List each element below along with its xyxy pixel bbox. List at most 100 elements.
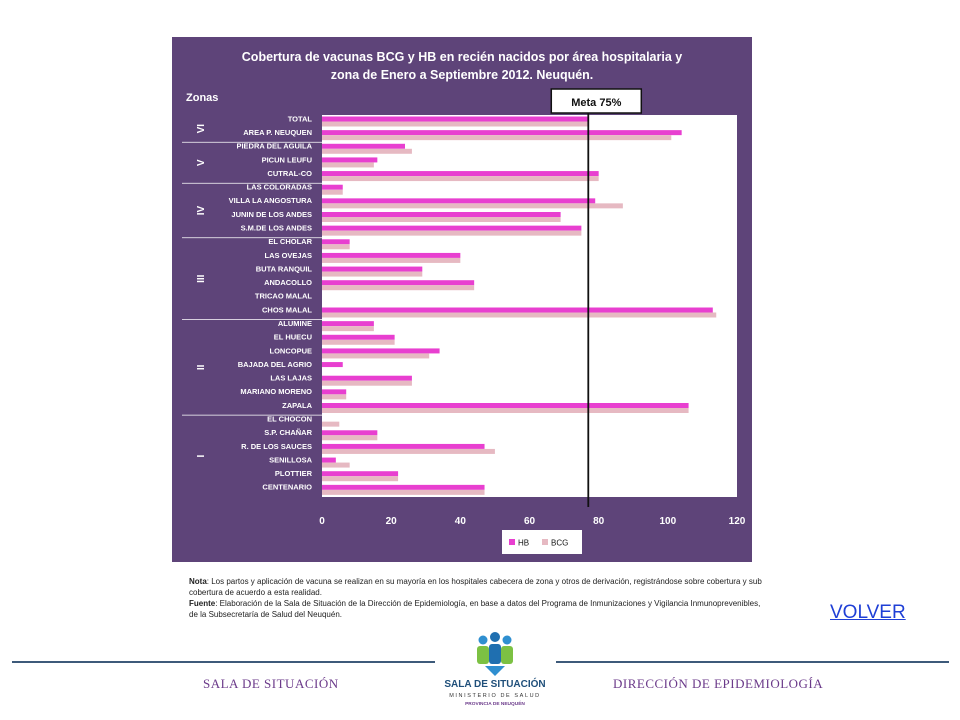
category-label: S.P. CHAÑAR <box>264 428 312 437</box>
bar-bcg-19 <box>322 380 412 386</box>
meta-label: Meta 75% <box>571 97 621 109</box>
bar-hb-19 <box>322 375 412 381</box>
category-label: AREA P. NEUQUEN <box>243 128 312 137</box>
category-label: TOTAL <box>288 114 313 123</box>
bar-bcg-10 <box>322 257 461 263</box>
x-tick-label: 80 <box>593 516 605 527</box>
bar-hb-23 <box>322 430 378 436</box>
x-tick-label: 100 <box>659 516 676 527</box>
x-tick-label: 0 <box>319 516 325 527</box>
bar-hb-25 <box>322 457 336 463</box>
bar-hb-24 <box>322 443 485 449</box>
category-label: LAS LAJAS <box>270 374 312 383</box>
bar-bcg-27 <box>322 489 485 495</box>
bar-bcg-1 <box>322 135 672 141</box>
category-label: R. DE LOS SAUCES <box>241 442 312 451</box>
bar-bcg-7 <box>322 217 561 222</box>
logo-subtitle: MINISTERIO DE SALUD <box>449 693 541 699</box>
bar-bcg-26 <box>322 476 399 482</box>
category-label: MARIANO MORENO <box>240 387 312 396</box>
bar-bcg-4 <box>322 176 599 182</box>
zone-label-V: V <box>196 159 207 166</box>
bar-bcg-5 <box>322 189 343 195</box>
x-tick-label: 40 <box>455 516 467 527</box>
bar-hb-15 <box>322 321 374 327</box>
bar-bcg-17 <box>322 353 430 359</box>
bar-hb-0 <box>322 116 589 122</box>
bar-bcg-16 <box>322 339 395 345</box>
category-label: ZAPALA <box>282 401 312 410</box>
bar-hb-17 <box>322 348 440 354</box>
nota-text: : Los partos y aplicación de vacuna se r… <box>189 577 762 597</box>
category-label: LAS COLORADAS <box>247 183 312 192</box>
bar-bcg-3 <box>322 162 374 168</box>
footer-divider-right <box>556 661 949 663</box>
x-tick-label: 20 <box>386 516 398 527</box>
bar-bcg-14 <box>322 312 717 318</box>
footer-sala-situacion: SALA DE SITUACIÓN <box>203 676 339 691</box>
bar-bcg-0 <box>322 121 589 127</box>
bar-hb-11 <box>322 266 423 272</box>
category-label: CENTENARIO <box>262 483 312 492</box>
category-label: BUTA RANQUIL <box>256 264 313 273</box>
bar-bcg-9 <box>322 244 350 250</box>
zone-label-I: I <box>196 454 207 457</box>
bar-hb-16 <box>322 334 395 340</box>
category-label: VILLA LA ANGOSTURA <box>229 196 313 205</box>
category-label: LAS OVEJAS <box>264 251 312 260</box>
bar-hb-4 <box>322 171 599 177</box>
logo-graphic: SALA DE SITUACIÓN MINISTERIO DE SALUD PR… <box>437 628 553 710</box>
legend-label-hb: HB <box>518 539 529 548</box>
x-tick-label: 120 <box>729 516 746 527</box>
category-label: LONCOPUE <box>269 346 312 355</box>
bar-hb-26 <box>322 471 399 477</box>
bar-hb-7 <box>322 212 561 217</box>
bar-hb-18 <box>322 362 343 368</box>
bar-hb-27 <box>322 484 485 490</box>
bar-bcg-21 <box>322 408 689 413</box>
bar-hb-21 <box>322 403 689 408</box>
zone-label-III: III <box>196 274 207 283</box>
bar-hb-10 <box>322 252 461 258</box>
category-label: EL CHOCON <box>267 414 312 423</box>
footer-direccion-epidemiologia: DIRECCIÓN DE EPIDEMIOLOGÍA <box>613 676 824 691</box>
category-label: S.M.DE LOS ANDES <box>241 223 312 232</box>
zone-label-II: II <box>196 364 207 370</box>
bar-bcg-12 <box>322 285 475 291</box>
category-label: ANDACOLLO <box>264 278 312 287</box>
category-label: PICUN LEUFU <box>262 155 312 164</box>
chart-title-line: zona de Enero a Septiembre 2012. Neuquén… <box>331 68 594 82</box>
bar-hb-8 <box>322 225 582 231</box>
bar-bcg-6 <box>322 203 623 209</box>
coverage-bar-chart: Cobertura de vacunas BCG y HB en recién … <box>172 37 752 562</box>
volver-link[interactable]: VOLVER <box>830 602 906 623</box>
bar-hb-12 <box>322 280 475 286</box>
fuente-label: Fuente <box>189 599 216 608</box>
category-label: CHOS MALAL <box>262 305 312 314</box>
bar-bcg-2 <box>322 148 412 154</box>
bar-hb-20 <box>322 389 347 395</box>
chart-notes: Nota: Los partos y aplicación de vacuna … <box>189 576 769 620</box>
meta-label-box <box>550 88 643 114</box>
bar-bcg-15 <box>322 326 374 332</box>
fuente-text: : Elaboración de la Sala de Situación de… <box>189 599 761 619</box>
bar-bcg-20 <box>322 394 347 400</box>
sala-situacion-logo: SALA DE SITUACIÓN MINISTERIO DE SALUD PR… <box>437 628 553 710</box>
category-label: EL HUECU <box>274 333 312 342</box>
category-label: TRICAO MALAL <box>255 292 312 301</box>
zones-label: Zonas <box>186 92 218 104</box>
zone-label-IV: IV <box>196 205 207 215</box>
bar-hb-5 <box>322 184 343 190</box>
legend-swatch-bcg <box>542 539 548 545</box>
category-label: BAJADA DEL AGRIO <box>238 360 312 369</box>
category-label: SENILLOSA <box>269 455 313 464</box>
logo-province: PROVINCIA DE NEUQUÉN <box>465 699 525 707</box>
bar-hb-9 <box>322 239 350 245</box>
category-label: CUTRAL-CO <box>267 169 312 178</box>
bar-bcg-11 <box>322 271 423 277</box>
fuente-paragraph: Fuente: Elaboración de la Sala de Situac… <box>189 598 769 620</box>
footer-divider-left <box>12 661 435 663</box>
logo-title: SALA DE SITUACIÓN <box>444 677 545 690</box>
category-label: PLOTTIER <box>275 469 313 478</box>
chart-panel: Cobertura de vacunas BCG y HB en recién … <box>172 37 752 562</box>
